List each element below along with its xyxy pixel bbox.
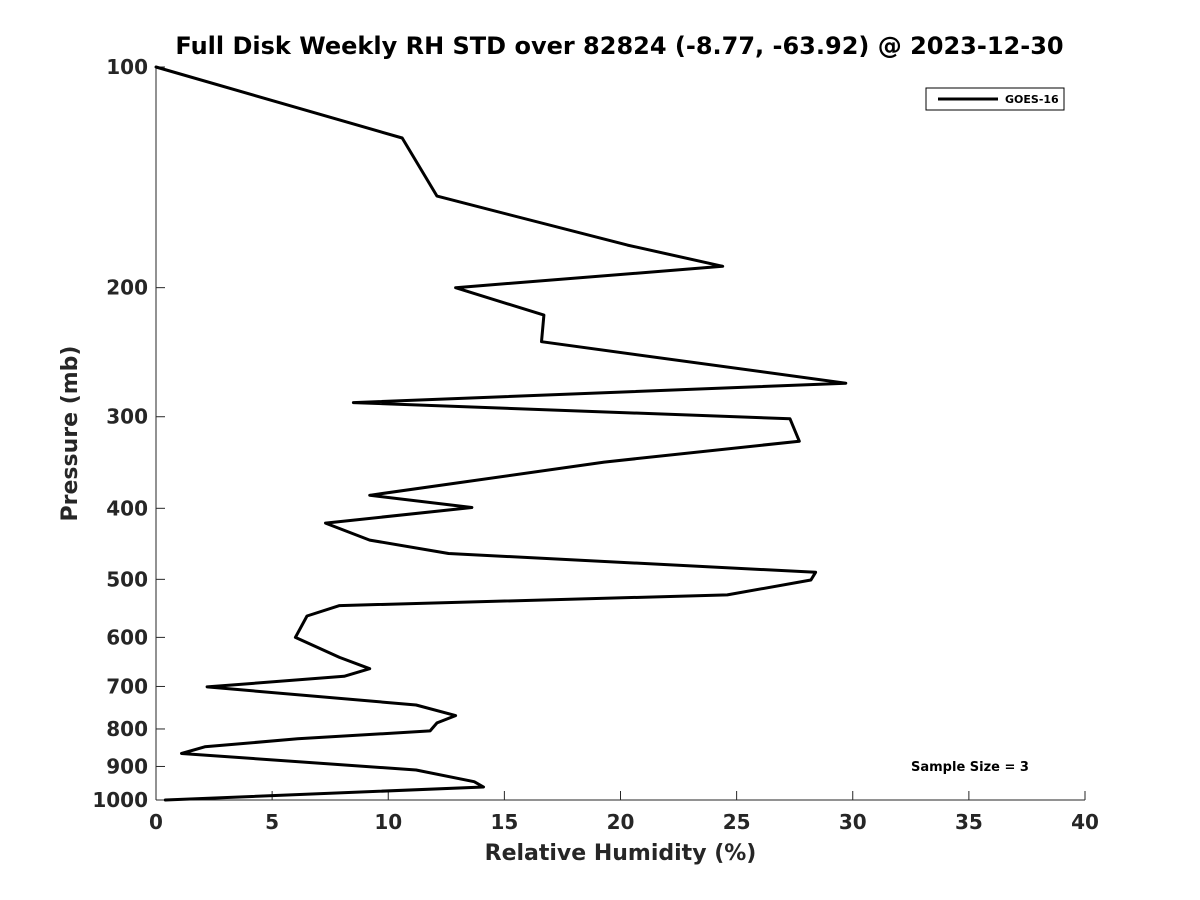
- y-tick-label: 400: [106, 496, 148, 520]
- plot-area: [154, 65, 848, 802]
- x-tick-label: 0: [149, 810, 163, 834]
- y-tick-label: 100: [106, 55, 148, 79]
- y-tick-label: 200: [106, 276, 148, 300]
- x-tick-label: 40: [1071, 810, 1099, 834]
- x-axis-label: Relative Humidity (%): [485, 841, 757, 866]
- x-tick-label: 20: [607, 810, 635, 834]
- legend: GOES-16: [925, 87, 1065, 111]
- y-tick-label: 1000: [92, 788, 148, 812]
- sample-size-annotation: Sample Size = 3: [911, 760, 1029, 775]
- legend-label-goes-16: GOES-16: [1005, 93, 1059, 106]
- y-axis-label: Pressure (mb): [58, 346, 83, 522]
- y-tick-label: 300: [106, 405, 148, 429]
- y-tick-label: 800: [106, 717, 148, 741]
- y-tick-label: 500: [106, 567, 148, 591]
- x-tick-label: 35: [955, 810, 983, 834]
- series-line-goes-16: [154, 65, 848, 802]
- y-tick-label: 600: [106, 625, 148, 649]
- x-tick-label: 15: [490, 810, 518, 834]
- x-tick-label: 5: [265, 810, 279, 834]
- chart-title: Full Disk Weekly RH STD over 82824 (-8.7…: [175, 32, 1063, 60]
- axes: [155, 67, 1085, 801]
- ticks: 0 5 10 15 20 25 30 35 40 100 200 300 400 500 600 700 800…: [92, 55, 1099, 834]
- x-tick-label: 30: [839, 810, 867, 834]
- y-tick-label: 700: [106, 674, 148, 698]
- x-tick-label: 25: [723, 810, 751, 834]
- x-tick-label: 10: [374, 810, 402, 834]
- y-tick-label: 900: [106, 754, 148, 778]
